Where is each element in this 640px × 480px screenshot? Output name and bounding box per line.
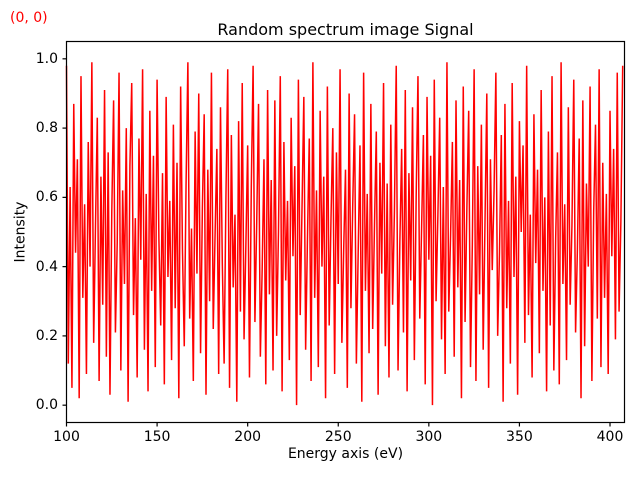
x-axis-label: Energy axis (eV) bbox=[287, 446, 404, 462]
x-tick-label: 200 bbox=[234, 429, 262, 445]
x-tick-label: 300 bbox=[415, 429, 443, 445]
y-tick-label: 0.2 bbox=[35, 327, 58, 344]
x-tick-label: 250 bbox=[324, 429, 352, 445]
y-tick-label: 0.0 bbox=[35, 397, 58, 414]
x-tick-label: 100 bbox=[53, 429, 80, 445]
signal-line bbox=[65, 62, 624, 406]
navigator-coordinates-label: (0, 0) bbox=[10, 10, 48, 26]
y-tick-label: 1.0 bbox=[35, 50, 58, 67]
y-tick-label: 0.6 bbox=[35, 189, 58, 206]
chart-title: Random spectrum image Signal bbox=[217, 20, 474, 39]
tick-marks bbox=[62, 58, 611, 427]
x-tick-label: 400 bbox=[596, 429, 624, 445]
plot-frame bbox=[65, 40, 626, 424]
y-tick-label: 0.4 bbox=[35, 258, 58, 275]
x-tick-label: 150 bbox=[143, 429, 171, 445]
y-tick-label: 0.8 bbox=[35, 120, 58, 137]
x-tick-label: 350 bbox=[506, 429, 533, 445]
